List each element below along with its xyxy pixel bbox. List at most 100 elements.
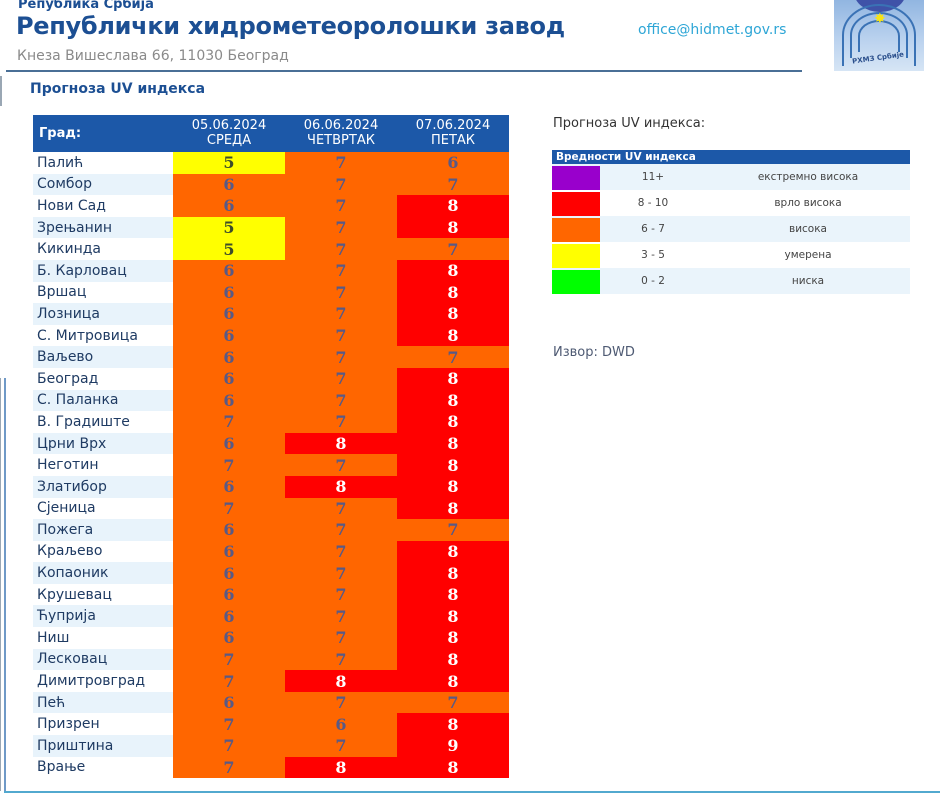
city-name: Лозница	[33, 303, 173, 325]
day-weekday: СРЕДА	[206, 133, 252, 148]
uv-value-cell: 7	[285, 648, 397, 671]
uv-value-cell: 7	[285, 238, 397, 260]
uv-value-cell: 8	[285, 475, 397, 498]
header-address: Кнеза Вишеслава 66, 11030 Београд	[17, 48, 289, 64]
uv-value-cell: 7	[397, 238, 509, 260]
uv-value-cell: 7	[285, 216, 397, 239]
uv-value-cell: 7	[285, 389, 397, 412]
table-row: Приштина 7 7 9	[33, 735, 509, 757]
city-name: Нови Сад	[37, 197, 106, 214]
uv-value-cell: 8	[397, 583, 509, 606]
uv-value-cell: 5	[173, 238, 285, 260]
uv-value-cell: 8	[397, 216, 509, 239]
table-row: Палић 5 7 6	[33, 152, 509, 174]
legend-row: 0 - 2 ниска	[552, 268, 910, 294]
uv-value-cell: 8	[397, 324, 509, 347]
uv-value-cell: 8	[397, 303, 509, 325]
city-name: Палић	[37, 154, 84, 171]
legend-row: 11+ екстремно висока	[552, 164, 910, 190]
legend-color-swatch	[552, 191, 600, 216]
uv-value-cell: 8	[397, 281, 509, 304]
legend-color-swatch	[552, 217, 600, 242]
uv-value-cell: 6	[173, 367, 285, 390]
table-row: Пожега 6 7 7	[33, 519, 509, 541]
uv-value-cell: 6	[173, 432, 285, 455]
table-row: Неготин 7 7 8	[33, 454, 509, 476]
uv-value-cell: 8	[397, 367, 509, 390]
logo[interactable]: ✸ РХМЗ Србије	[834, 0, 924, 71]
uv-value-cell: 7	[397, 691, 509, 714]
city-name: Врање	[37, 759, 86, 776]
uv-value-cell: 8	[285, 670, 397, 692]
table-row: Крушевац 6 7 8	[33, 583, 509, 606]
uv-value-cell: 6	[285, 713, 397, 736]
uv-value-cell: 7	[285, 540, 397, 563]
uv-value-cell: 8	[397, 648, 509, 671]
source-note: Извор: DWD	[553, 345, 635, 360]
table-row: Сомбор 6 7 7	[33, 173, 509, 196]
uv-value-cell: 7	[173, 713, 285, 736]
city-name: Копаоник	[33, 562, 173, 584]
legend-row: 3 - 5 умерена	[552, 242, 910, 268]
table-row: В. Градиште 7 7 8	[33, 411, 509, 433]
uv-value-cell: 6	[173, 562, 285, 584]
city-name: Пећ	[33, 691, 173, 714]
uv-value-cell: 7	[173, 648, 285, 671]
uv-value-cell: 9	[397, 735, 509, 757]
uv-value-cell: 6	[173, 627, 285, 649]
legend-range: 0 - 2	[641, 275, 665, 287]
uv-value-cell: 7	[285, 691, 397, 714]
uv-value-cell: 6	[173, 691, 285, 714]
legend-label: ниска	[791, 275, 825, 287]
uv-value-cell: 8	[397, 475, 509, 498]
table-row: Краљево 6 7 8	[33, 540, 509, 563]
uv-value-cell: 8	[397, 670, 509, 692]
city-name: Сјеница	[37, 500, 96, 517]
legend-label: екстремно висока	[757, 171, 859, 183]
table-row: Пећ 6 7 7	[33, 691, 509, 714]
city-name: Ниш	[37, 629, 70, 646]
uv-value-cell: 6	[173, 540, 285, 563]
logo-arc-icon	[850, 12, 908, 58]
table-row: Зрењанин 5 7 8	[33, 216, 509, 239]
table-row: Димитровград 7 8 8	[33, 670, 509, 692]
city-name: Сомбор	[33, 173, 173, 196]
table-row: Сјеница 7 7 8	[33, 497, 509, 520]
uv-value-cell: 7	[285, 605, 397, 628]
uv-value-cell: 7	[285, 346, 397, 368]
left-frame	[4, 378, 6, 791]
uv-value-cell: 6	[173, 195, 285, 217]
city-name: Приштина	[33, 735, 173, 757]
day-weekday: ЧЕТВРТАК	[307, 133, 375, 148]
day-date: 05.06.2024	[191, 118, 267, 133]
uv-value-cell: 7	[173, 756, 285, 779]
legend-label: умерена	[784, 249, 832, 261]
city-name: Зрењанин	[33, 216, 173, 239]
uv-value-cell: 7	[285, 519, 397, 541]
table-row: Црни Врх 6 8 8	[33, 432, 509, 455]
city-name: Призрен	[37, 716, 100, 733]
uv-value-cell: 8	[397, 627, 509, 649]
site-title[interactable]: Републички хидрометеоролошки завод	[16, 12, 565, 40]
uv-value-cell: 6	[397, 152, 509, 174]
city-name: Пожега	[33, 519, 173, 541]
uv-value-cell: 7	[397, 173, 509, 196]
table-row: Ћуприја 6 7 8	[33, 605, 509, 628]
city-name: Ваљево	[33, 346, 173, 368]
city-name: Крушевац	[37, 586, 112, 603]
uv-value-cell: 7	[285, 259, 397, 282]
city-name: Димитровград	[37, 673, 146, 690]
section-title: Прогноза UV индекса	[30, 81, 206, 97]
uv-forecast-table: Град: 05.06.2024 СРЕДА 06.06.2024 ЧЕТВРТ…	[33, 115, 509, 779]
city-name: С. Митровица	[37, 327, 138, 344]
table-row: Златибор 6 8 8	[33, 475, 509, 498]
uv-value-cell: 6	[173, 303, 285, 325]
table-row: Лозница 6 7 8	[33, 303, 509, 325]
city-name: Краљево	[37, 543, 103, 560]
table-header-row: Град: 05.06.2024 СРЕДА 06.06.2024 ЧЕТВРТ…	[33, 115, 509, 152]
uv-value-cell: 8	[397, 432, 509, 455]
uv-value-cell: 8	[397, 540, 509, 563]
uv-value-cell: 8	[285, 432, 397, 455]
email-link[interactable]: office@hidmet.gov.rs	[638, 22, 787, 38]
uv-value-cell: 7	[173, 497, 285, 520]
